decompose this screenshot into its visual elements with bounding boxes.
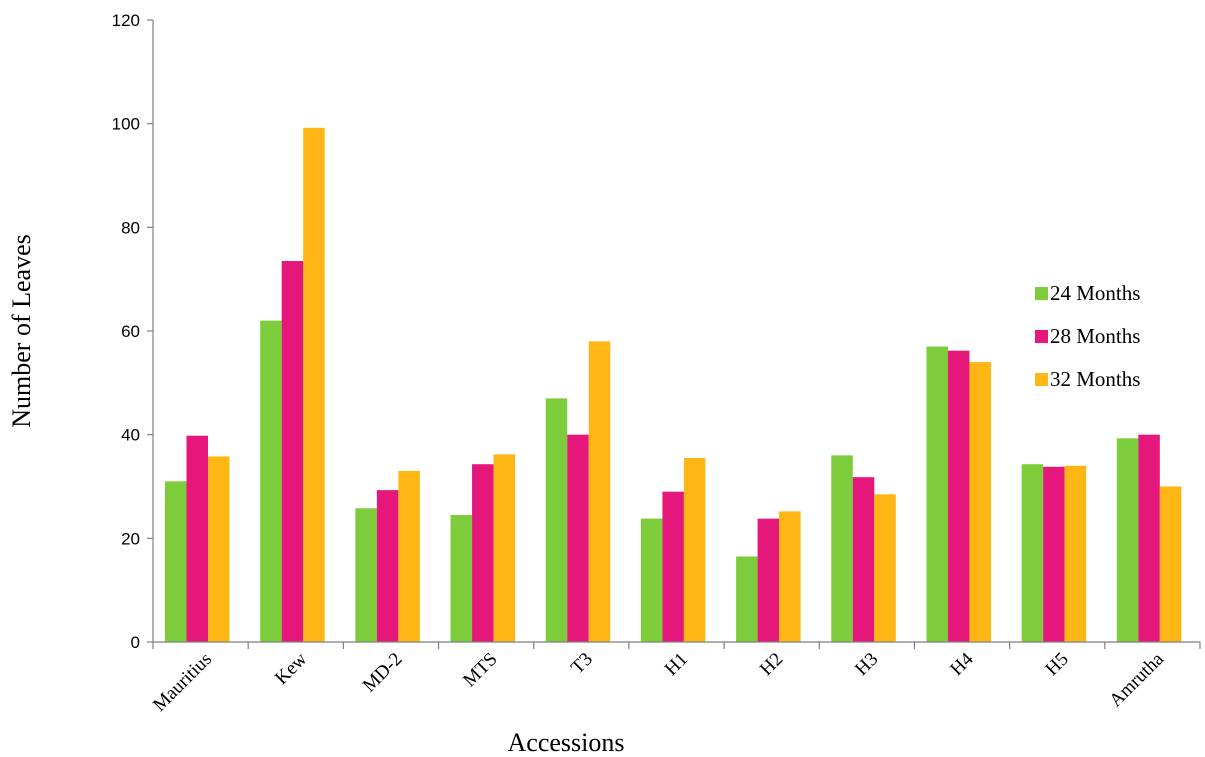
- bar-32-months-t3: [588, 341, 611, 642]
- y-axis-ticks: 0 20 40 60 80 100 120: [112, 11, 153, 652]
- legend-label: 24 Months: [1050, 281, 1140, 305]
- x-axis-ticks: Mauritius Kew MD-2 MTS T3 H1 H2 H3 H4 H5 Amrutha: [149, 642, 1201, 716]
- y-tick-label: 0: [131, 633, 140, 652]
- bar-28-months-h3: [852, 477, 875, 642]
- bar-28-months-md-2: [376, 490, 399, 642]
- legend-label: 32 Months: [1050, 367, 1140, 391]
- x-category-label: H5: [1041, 649, 1072, 680]
- bar-28-months-h5: [1043, 466, 1065, 642]
- bar-24-months-mts: [450, 515, 473, 642]
- bar-32-months-kew: [303, 127, 325, 642]
- bar-28-months-amrutha: [1138, 434, 1160, 642]
- legend-swatch: [1035, 330, 1048, 343]
- x-category-label: H3: [851, 649, 882, 680]
- bar-24-months-amrutha: [1116, 438, 1139, 642]
- bar-24-months-md-2: [355, 508, 377, 642]
- bar-28-months-mts: [472, 464, 494, 642]
- y-tick-label: 100: [112, 115, 140, 134]
- x-axis-title: Accessions: [508, 728, 625, 757]
- y-tick-label: 60: [121, 322, 140, 341]
- bar-24-months-mauritius: [165, 481, 187, 642]
- legend: 24 Months 28 Months 32 Months: [1035, 281, 1140, 391]
- y-tick-label: 40: [121, 426, 140, 445]
- x-category-label: MTS: [459, 649, 501, 691]
- bar-32-months-h5: [1064, 465, 1087, 642]
- bar-24-months-h5: [1021, 464, 1044, 642]
- bar-32-months-md-2: [398, 470, 420, 642]
- x-category-label: Kew: [271, 648, 311, 688]
- bar-32-months-h1: [683, 457, 706, 642]
- x-category-label: T3: [567, 649, 597, 679]
- x-category-label: H2: [756, 649, 787, 680]
- bar-28-months-mauritius: [186, 435, 208, 642]
- x-category-label: H4: [946, 648, 978, 680]
- bar-32-months-amrutha: [1159, 486, 1182, 642]
- x-category-label: Mauritius: [149, 649, 216, 716]
- bar-28-months-h1: [662, 491, 684, 642]
- y-tick-label: 120: [112, 11, 140, 30]
- y-tick-label: 20: [121, 529, 140, 548]
- bar-28-months-t3: [567, 434, 589, 642]
- bars-layer: [165, 127, 1182, 642]
- legend-swatch: [1035, 287, 1048, 300]
- x-category-label: MD-2: [359, 649, 407, 697]
- x-category-label: Amrutha: [1105, 648, 1168, 711]
- bar-24-months-t3: [545, 398, 568, 642]
- bar-32-months-h2: [779, 511, 801, 642]
- bar-28-months-h2: [757, 518, 780, 642]
- legend-label: 28 Months: [1050, 324, 1140, 348]
- bar-28-months-h4: [947, 350, 970, 642]
- bar-24-months-h3: [831, 455, 853, 642]
- bar-32-months-h3: [874, 494, 896, 642]
- y-tick-label: 80: [121, 218, 140, 237]
- bar-24-months-h1: [640, 518, 663, 642]
- bar-32-months-h4: [969, 362, 991, 642]
- bar-28-months-kew: [281, 261, 304, 642]
- y-axis-title: Number of Leaves: [7, 234, 36, 427]
- bar-24-months-kew: [260, 320, 282, 642]
- bar-32-months-mts: [493, 454, 516, 642]
- legend-swatch: [1035, 373, 1048, 386]
- bar-24-months-h4: [926, 346, 948, 642]
- bar-32-months-mauritius: [208, 456, 230, 642]
- bar-24-months-h2: [736, 556, 758, 642]
- x-category-label: H1: [661, 649, 692, 680]
